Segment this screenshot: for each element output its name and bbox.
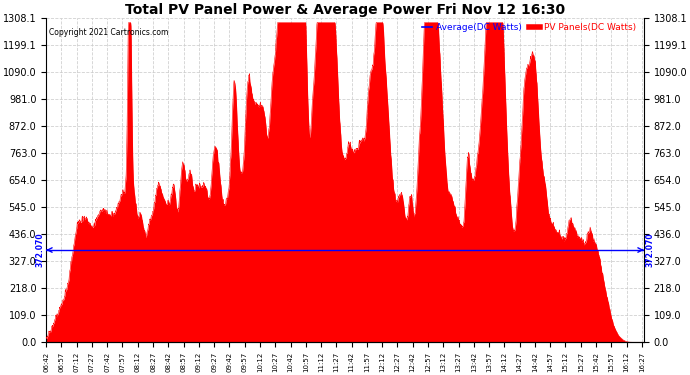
Text: 372.070: 372.070 [645, 233, 654, 267]
Title: Total PV Panel Power & Average Power Fri Nov 12 16:30: Total PV Panel Power & Average Power Fri… [125, 3, 565, 17]
Text: Copyright 2021 Cartronics.com: Copyright 2021 Cartronics.com [49, 28, 168, 37]
Legend: Average(DC Watts), PV Panels(DC Watts): Average(DC Watts), PV Panels(DC Watts) [418, 19, 640, 36]
Text: 372.070: 372.070 [36, 233, 45, 267]
